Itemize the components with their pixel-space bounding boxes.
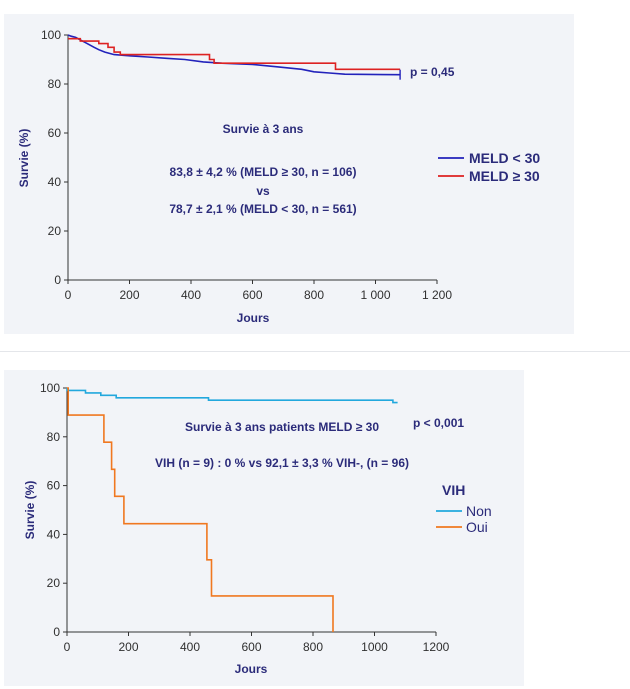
annotation-line-2: vs [256,184,270,198]
legend-label-1: MELD < 30 [469,150,540,166]
x-tick-label: 1 200 [422,288,452,302]
y-tick-label: 0 [54,273,61,287]
p-value-label: p = 0,45 [410,65,455,79]
x-tick-label: 400 [180,640,200,654]
x-tick-label: 1200 [423,640,450,654]
y-tick-label: 80 [47,430,61,444]
x-tick-label: 200 [119,288,139,302]
y-tick-label: 40 [47,527,61,541]
series-line-1 [66,388,398,404]
y-tick-label: 20 [47,576,61,590]
x-tick-label: 1 000 [360,288,390,302]
annotation-line-3: 78,7 ± 2,1 % (MELD < 30, n = 561) [169,202,356,216]
annotation-line-1: VIH (n = 9) : 0 % vs 92,1 ± 3,3 % VIH-, … [155,456,409,470]
annotation-line-1: 83,8 ± 4,2 % (MELD ≥ 30, n = 106) [170,165,357,179]
x-tick-label: 600 [242,288,262,302]
y-tick-label: 80 [48,77,62,91]
x-tick-label: 200 [118,640,138,654]
legend-label-1: Non [466,503,492,519]
annotation-title: Survie à 3 ans patients MELD ≥ 30 [185,420,379,434]
x-tick-label: 800 [304,288,324,302]
x-tick-label: 1000 [361,640,388,654]
chart-panel-vih [4,370,524,686]
series-line-2 [67,387,334,632]
x-axis-label: Jours [237,311,270,325]
y-tick-label: 40 [48,175,62,189]
y-tick-label: 0 [53,625,60,639]
series-line-2 [68,37,401,71]
legend-label-2: MELD ≥ 30 [469,168,540,184]
y-tick-label: 60 [47,479,61,493]
x-axis-label: Jours [235,662,268,676]
legend-label-2: Oui [466,519,488,535]
x-tick-label: 0 [64,640,71,654]
x-tick-label: 600 [241,640,261,654]
p-value-label: p < 0,001 [413,416,464,430]
y-axis-label: Survie (%) [23,481,37,540]
legend-title: VIH [442,482,465,498]
x-tick-label: 400 [181,288,201,302]
y-tick-label: 20 [48,224,62,238]
y-tick-label: 60 [48,126,62,140]
divider [0,351,630,352]
annotation-title: Survie à 3 ans [223,122,304,136]
y-tick-label: 100 [40,381,60,395]
y-axis-label: Survie (%) [17,129,31,188]
x-tick-label: 800 [303,640,323,654]
y-tick-label: 100 [41,28,61,42]
x-tick-label: 0 [65,288,72,302]
